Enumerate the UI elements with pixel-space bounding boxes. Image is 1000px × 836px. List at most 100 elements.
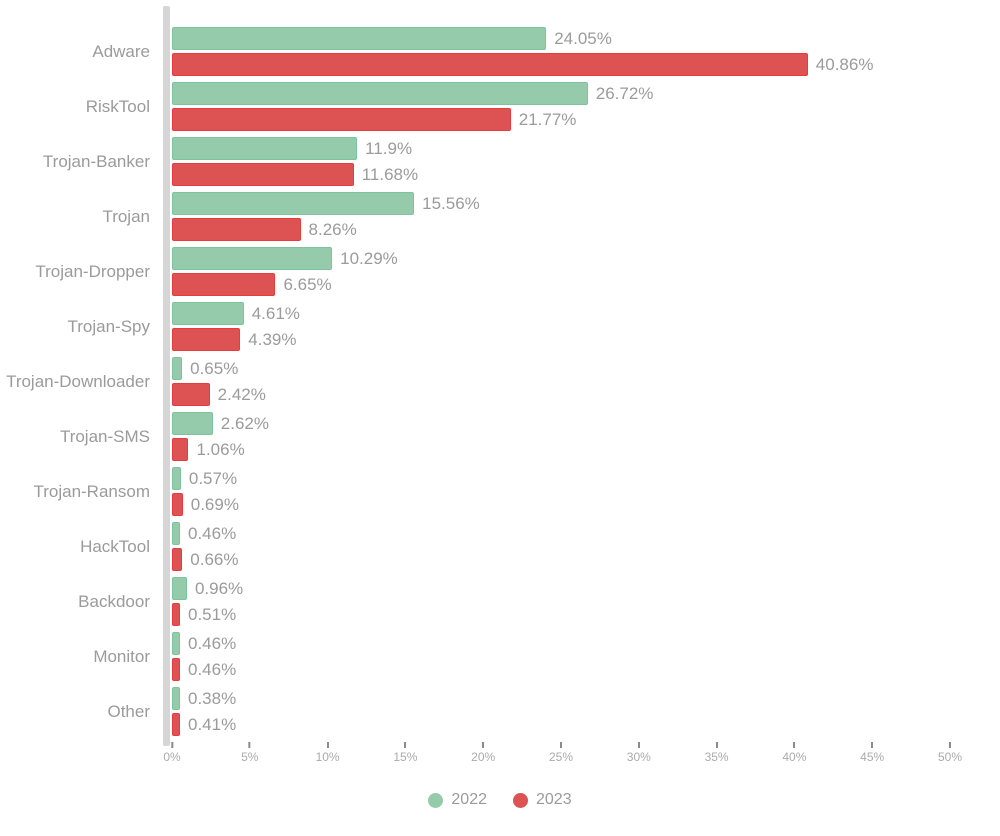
- bar-2023-trojan[interactable]: [172, 218, 301, 241]
- bar-2022-trojan[interactable]: [172, 192, 415, 215]
- x-tick-mark: [871, 742, 874, 748]
- chart-row: Trojan-Spy 4.61% 4.39%: [0, 299, 950, 354]
- bar-pair: 11.9% 11.68%: [172, 134, 950, 189]
- bar-2023-trojan-ransom[interactable]: [172, 493, 183, 516]
- bar-pair: 4.61% 4.39%: [172, 299, 950, 354]
- x-tick: 30%: [627, 742, 651, 763]
- bar-2022-trojan-sms[interactable]: [172, 412, 213, 435]
- bar-pair: 10.29% 6.65%: [172, 244, 950, 299]
- bar-2022-risktool[interactable]: [172, 82, 588, 105]
- value-label: 21.77%: [518, 110, 577, 129]
- bar-line: 0.46%: [172, 658, 950, 681]
- bar-2023-monitor[interactable]: [172, 658, 180, 681]
- x-tick: 35%: [705, 742, 729, 763]
- legend-swatch-icon: [428, 792, 444, 808]
- legend-item-2022[interactable]: 2022: [428, 792, 487, 808]
- bar-line: 24.05%: [172, 27, 950, 50]
- x-tick: 20%: [471, 742, 495, 763]
- bar-2023-adware[interactable]: [172, 53, 808, 76]
- x-tick-label: 40%: [782, 750, 807, 764]
- bar-2023-other[interactable]: [172, 713, 180, 736]
- bar-line: 21.77%: [172, 108, 950, 131]
- x-tick-label: 15%: [393, 750, 418, 764]
- x-axis: 0% 5% 10% 15% 20% 25% 30% 35% 40% 45% 50%: [163, 742, 962, 776]
- x-tick: 15%: [393, 742, 417, 763]
- x-tick-label: 25%: [548, 750, 574, 764]
- bar-rows: Adware 24.05% 40.86% RiskTool 26.72% 21.77% Tr…: [0, 24, 950, 739]
- category-label: Other: [107, 702, 150, 721]
- bar-line: 4.39%: [172, 328, 950, 351]
- bar-line: 40.86%: [172, 53, 950, 76]
- bar-2022-monitor[interactable]: [172, 632, 180, 655]
- chart-row: Backdoor 0.96% 0.51%: [0, 574, 950, 629]
- bar-2023-risktool[interactable]: [172, 108, 511, 131]
- bar-line: 6.65%: [172, 273, 950, 296]
- bar-line: 15.56%: [172, 192, 950, 215]
- bar-2022-trojan-ransom[interactable]: [172, 467, 181, 490]
- x-tick-label: 20%: [471, 750, 496, 764]
- bar-2023-trojan-dropper[interactable]: [172, 273, 276, 296]
- chart-row: Trojan-Banker 11.9% 11.68%: [0, 134, 950, 189]
- bar-2023-trojan-banker[interactable]: [172, 163, 354, 186]
- x-tick-label: 30%: [626, 750, 651, 764]
- chart-row: Other 0.38% 0.41%: [0, 684, 950, 739]
- value-label: 0.69%: [190, 495, 239, 514]
- bar-pair: 26.72% 21.77%: [172, 79, 950, 134]
- bar-2023-backdoor[interactable]: [172, 603, 180, 626]
- bar-2023-hacktool[interactable]: [172, 548, 183, 571]
- x-tick-label: 35%: [704, 750, 729, 764]
- chart-row: Trojan-Dropper 10.29% 6.65%: [0, 244, 950, 299]
- value-label: 26.72%: [595, 84, 654, 103]
- bar-line: 11.9%: [172, 137, 950, 160]
- bar-pair: 0.46% 0.46%: [172, 629, 950, 684]
- bar-2022-hacktool[interactable]: [172, 522, 180, 545]
- bar-2023-trojan-spy[interactable]: [172, 328, 241, 351]
- x-tick-mark: [404, 742, 407, 748]
- x-tick-mark: [793, 742, 796, 748]
- value-label: 0.46%: [188, 660, 237, 679]
- value-label: 0.51%: [188, 605, 237, 624]
- category-label: RiskTool: [85, 97, 150, 116]
- category-label: Trojan-Dropper: [35, 262, 150, 281]
- bar-2023-trojan-sms[interactable]: [172, 438, 189, 461]
- bar-line: 26.72%: [172, 82, 950, 105]
- bar-2022-trojan-spy[interactable]: [172, 302, 244, 325]
- bar-line: 0.41%: [172, 713, 950, 736]
- bar-2022-trojan-banker[interactable]: [172, 137, 358, 160]
- bar-line: 0.96%: [172, 577, 950, 600]
- bar-2022-trojan-downloader[interactable]: [172, 357, 183, 380]
- chart-row: RiskTool 26.72% 21.77%: [0, 79, 950, 134]
- x-tick-mark: [637, 742, 640, 748]
- bar-line: 0.66%: [172, 548, 950, 571]
- bar-2022-adware[interactable]: [172, 27, 547, 50]
- legend-label: 2023: [536, 791, 572, 808]
- value-label: 40.86%: [815, 55, 874, 74]
- bar-2022-trojan-dropper[interactable]: [172, 247, 333, 270]
- value-label: 0.41%: [188, 715, 237, 734]
- value-label: 0.46%: [188, 524, 237, 543]
- chart-row: Trojan-Downloader 0.65% 2.42%: [0, 354, 950, 409]
- category-label: Trojan-SMS: [59, 427, 150, 446]
- value-label: 1.06%: [196, 440, 245, 459]
- value-label: 0.57%: [188, 469, 238, 488]
- bar-line: 2.42%: [172, 383, 950, 406]
- bar-pair: 0.57% 0.69%: [172, 464, 950, 519]
- bar-2022-backdoor[interactable]: [172, 577, 187, 600]
- category-label: Trojan: [102, 207, 150, 226]
- bar-line: 0.65%: [172, 357, 950, 380]
- x-tick-mark: [560, 742, 562, 748]
- bar-pair: 0.38% 0.41%: [172, 684, 950, 739]
- bar-2022-other[interactable]: [172, 687, 180, 710]
- chart-row: HackTool 0.46% 0.66%: [0, 519, 950, 574]
- value-label: 24.05%: [554, 29, 612, 48]
- y-axis-line: [163, 6, 170, 746]
- legend-item-2023[interactable]: 2023: [513, 792, 572, 808]
- x-tick: 25%: [549, 742, 573, 763]
- bar-2023-trojan-downloader[interactable]: [172, 383, 210, 406]
- bar-pair: 0.65% 2.42%: [172, 354, 950, 409]
- chart-legend: 2022 2023: [0, 792, 1000, 808]
- chart-row: Trojan-Ransom 0.57% 0.69%: [0, 464, 950, 519]
- value-label: 4.61%: [251, 304, 300, 323]
- bar-line: 1.06%: [172, 438, 950, 461]
